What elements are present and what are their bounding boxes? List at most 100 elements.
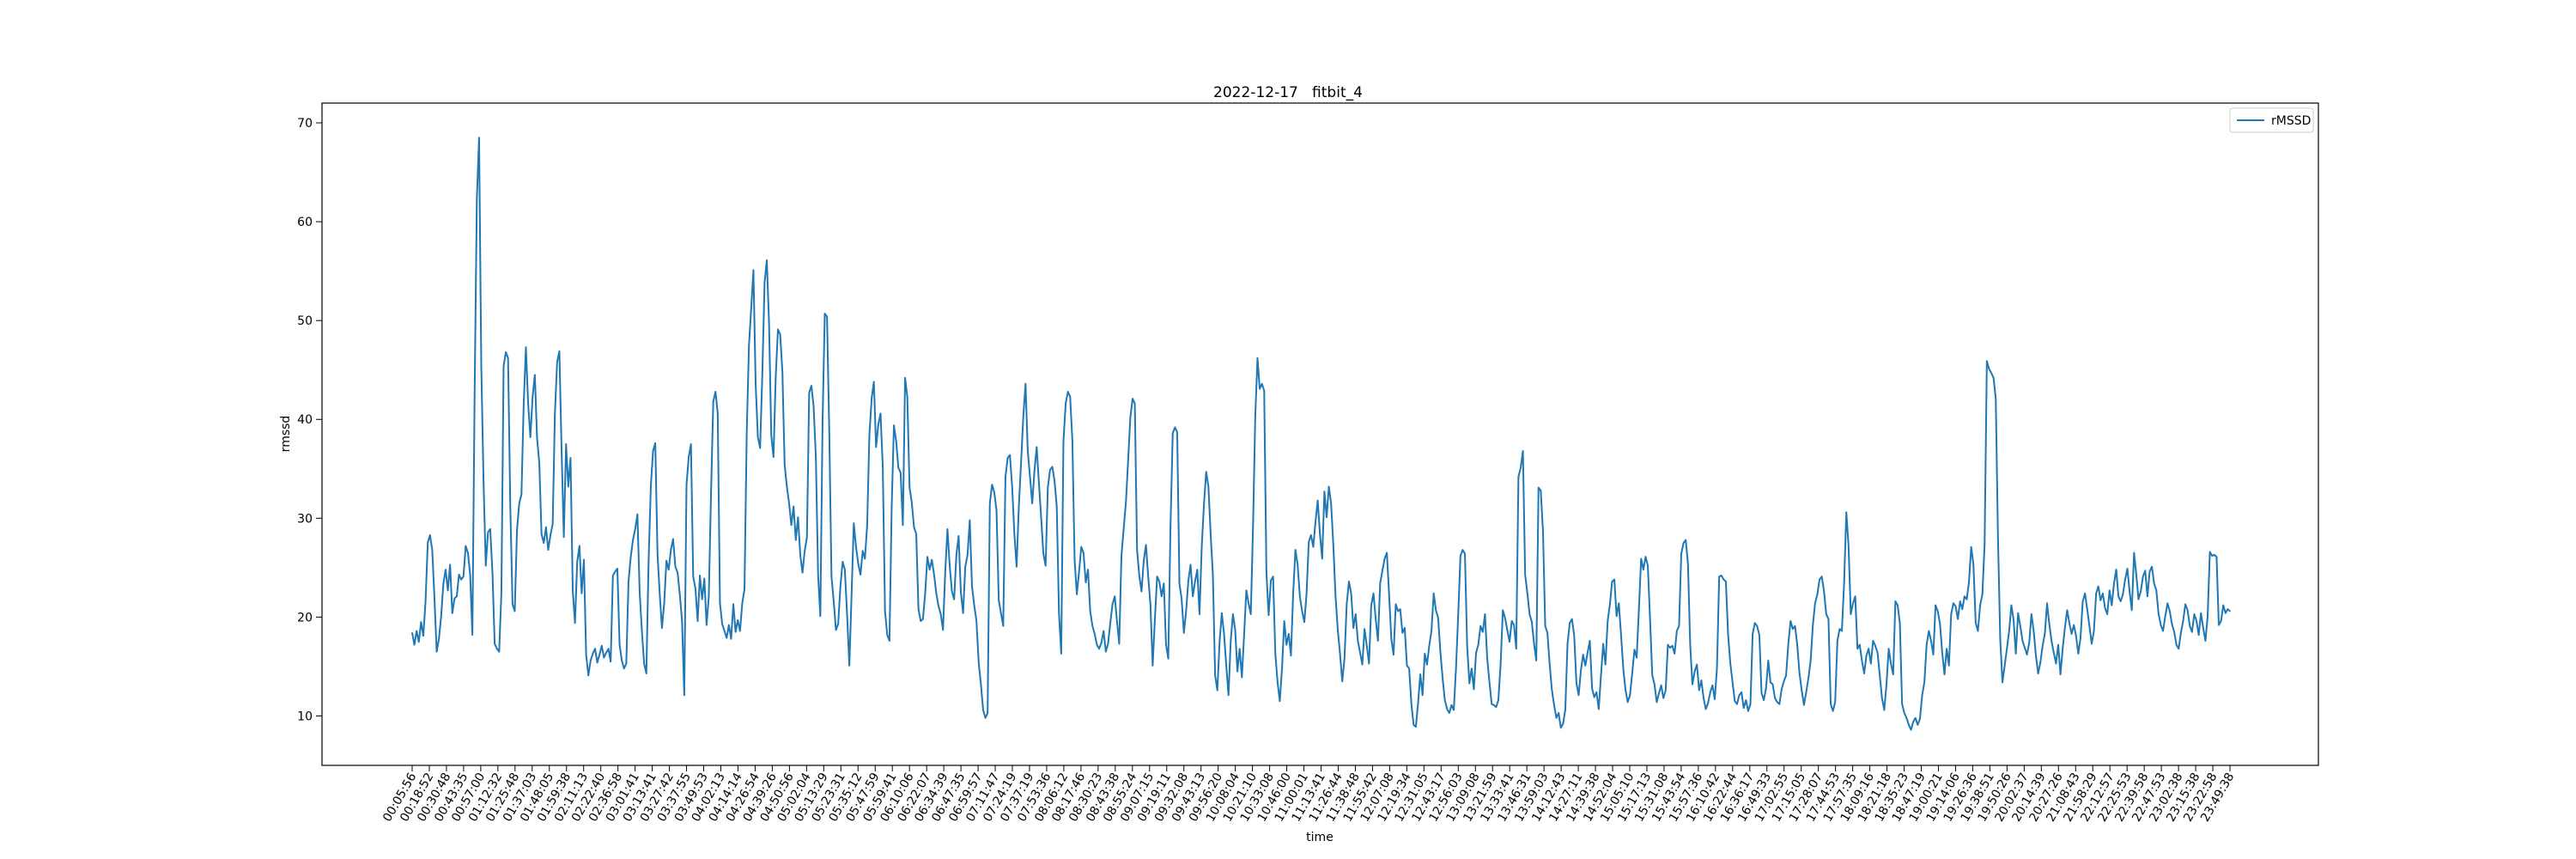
rmssd-data-point	[1011, 485, 1013, 488]
rmssd-data-point	[1308, 541, 1310, 543]
rmssd-data-point	[1542, 530, 1544, 533]
rmssd-data-point	[614, 570, 617, 573]
rmssd-data-point	[717, 412, 719, 415]
rmssd-data-point	[440, 615, 442, 618]
rmssd-data-point	[1729, 662, 1731, 665]
rmssd-data-point	[949, 564, 951, 567]
rmssd-data-point	[1397, 610, 1399, 612]
rmssd-data-point	[2124, 578, 2126, 581]
rmssd-data-point	[721, 623, 723, 625]
rmssd-data-point	[576, 561, 579, 563]
y-axis-label: rmssd	[279, 416, 293, 453]
rmssd-data-point	[1493, 704, 1495, 706]
rmssd-data-point	[1644, 556, 1647, 557]
rmssd-data-point	[1950, 613, 1953, 615]
rmssd-data-point	[1076, 594, 1078, 595]
rmssd-data-point	[1531, 621, 1533, 623]
rmssd-data-point	[1745, 699, 1747, 701]
rmssd-data-point	[1805, 691, 1807, 693]
rmssd-data-point	[1781, 688, 1783, 691]
rmssd-data-point	[878, 423, 879, 425]
rmssd-data-point	[1339, 653, 1341, 655]
rmssd-data-point	[520, 493, 523, 496]
rmssd-data-point	[2148, 570, 2151, 573]
rmssd-data-point	[1114, 595, 1116, 598]
rmssd-data-point	[1975, 622, 1977, 624]
rmssd-data-point	[498, 650, 501, 653]
rmssd-data-point	[797, 516, 799, 518]
rmssd-data-point	[1936, 610, 1939, 612]
rmssd-data-point	[1210, 533, 1212, 535]
rmssd-data-point	[1174, 426, 1176, 429]
rmssd-data-point	[561, 450, 562, 452]
rmssd-data-point	[661, 627, 663, 629]
rmssd-data-point	[1718, 576, 1720, 578]
rmssd-data-point	[1654, 683, 1656, 685]
rmssd-data-point	[1870, 662, 1872, 665]
rmssd-data-point	[1499, 663, 1502, 666]
rmssd-data-point	[2003, 664, 2006, 667]
rmssd-data-point	[445, 569, 447, 570]
rmssd-data-point	[1992, 377, 1995, 379]
rmssd-data-point	[509, 505, 512, 508]
rmssd-data-point	[1816, 594, 1819, 595]
rmssd-data-point	[1036, 446, 1038, 448]
rmssd-data-point	[1582, 654, 1584, 655]
rmssd-data-point	[623, 667, 625, 670]
rmssd-data-point	[473, 393, 476, 396]
rmssd-data-point	[1203, 503, 1205, 505]
rmssd-data-point	[422, 635, 424, 637]
rmssd-data-point	[600, 644, 603, 647]
rmssd-data-point	[2021, 640, 2024, 642]
rmssd-data-point	[1613, 578, 1615, 581]
rmssd-data-point	[1607, 620, 1609, 622]
rmssd-data-point	[1323, 490, 1326, 493]
rmssd-data-point	[1327, 485, 1330, 488]
rmssd-data-point	[1252, 526, 1255, 528]
rmssd-data-point	[1394, 603, 1397, 606]
rmssd-data-point	[917, 608, 920, 610]
rmssd-data-point	[1047, 486, 1049, 489]
rmssd-data-point	[2017, 612, 2020, 614]
rmssd-data-point	[956, 554, 957, 556]
rmssd-data-point	[1005, 476, 1006, 478]
rmssd-data-point	[790, 524, 793, 527]
rmssd-data-point	[960, 591, 962, 594]
rmssd-data-point	[1658, 692, 1660, 694]
rmssd-data-point	[688, 456, 690, 458]
rmssd-data-point	[1002, 624, 1005, 627]
rmssd-data-point	[928, 569, 931, 570]
rmssd-data-point	[1207, 485, 1210, 488]
rmssd-data-point	[853, 522, 855, 524]
rmssd-data-point	[1421, 694, 1424, 697]
rmssd-data-point	[2193, 613, 2196, 615]
rmssd-data-point	[1408, 667, 1410, 670]
rmssd-data-point	[2055, 662, 2057, 665]
rmssd-data-point	[1259, 387, 1261, 390]
rmssd-data-point	[1625, 689, 1626, 691]
rmssd-data-point	[1435, 609, 1437, 612]
rmssd-data-point	[2126, 568, 2129, 570]
rmssd-data-point	[1506, 629, 1509, 631]
rmssd-data-point	[1611, 581, 1613, 582]
rmssd-data-point	[2142, 576, 2144, 578]
rmssd-data-point	[766, 259, 768, 261]
y-axis: 10 20 30 40 50 60 70	[297, 117, 322, 723]
rmssd-data-point	[1823, 590, 1826, 593]
rmssd-data-point	[1954, 605, 1957, 607]
rmssd-data-point	[1022, 415, 1024, 417]
rmssd-data-point	[643, 662, 645, 665]
rmssd-data-point	[841, 561, 844, 563]
plot-area	[321, 102, 2319, 766]
rmssd-data-point	[1809, 660, 1812, 661]
rmssd-data-point	[438, 637, 440, 640]
rmssd-data-point	[594, 648, 596, 650]
rmssd-data-point	[1205, 471, 1207, 473]
rmssd-data-point	[2031, 613, 2032, 615]
rmssd-data-point	[543, 542, 545, 544]
rmssd-data-point	[1510, 620, 1513, 622]
rmssd-data-point	[1294, 549, 1297, 551]
rmssd-data-point	[2204, 640, 2207, 642]
rmssd-data-point	[2218, 624, 2220, 626]
rmssd-data-point	[935, 592, 938, 594]
